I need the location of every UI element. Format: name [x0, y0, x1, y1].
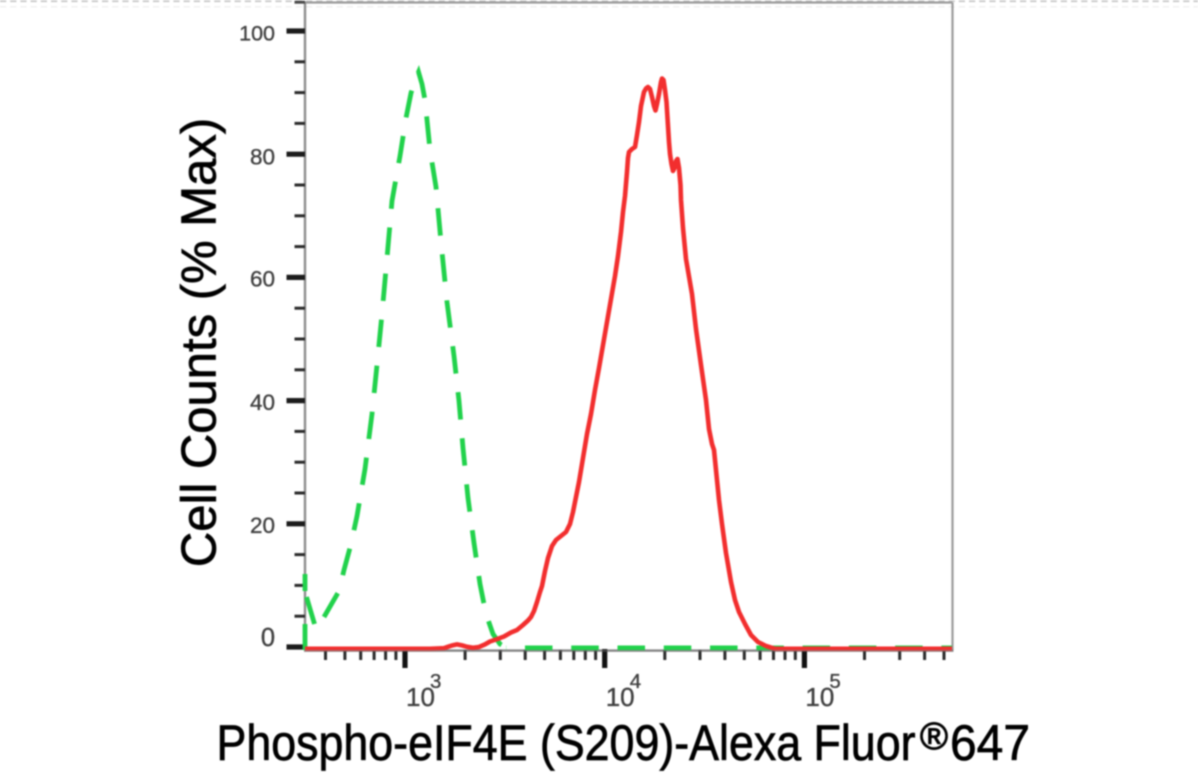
svg-text:80: 80: [250, 145, 275, 170]
svg-text:10: 10: [606, 682, 635, 712]
svg-text:4: 4: [630, 670, 641, 693]
svg-text:Phospho-eIF4E (S209)-Alexa Flu: Phospho-eIF4E (S209)-Alexa Fluor: [217, 715, 916, 771]
svg-text:40: 40: [250, 390, 275, 415]
svg-text:3: 3: [430, 670, 441, 693]
svg-text:0: 0: [261, 624, 275, 652]
svg-text:Cell Counts (% Max): Cell Counts (% Max): [173, 118, 227, 567]
svg-text:647: 647: [950, 715, 1030, 771]
svg-text:10: 10: [805, 682, 834, 712]
svg-text:5: 5: [829, 670, 840, 693]
svg-text:20: 20: [250, 513, 275, 538]
svg-text:100: 100: [239, 21, 275, 45]
svg-text:10: 10: [406, 682, 435, 712]
svg-text:®: ®: [920, 716, 948, 758]
svg-text:60: 60: [250, 267, 275, 292]
